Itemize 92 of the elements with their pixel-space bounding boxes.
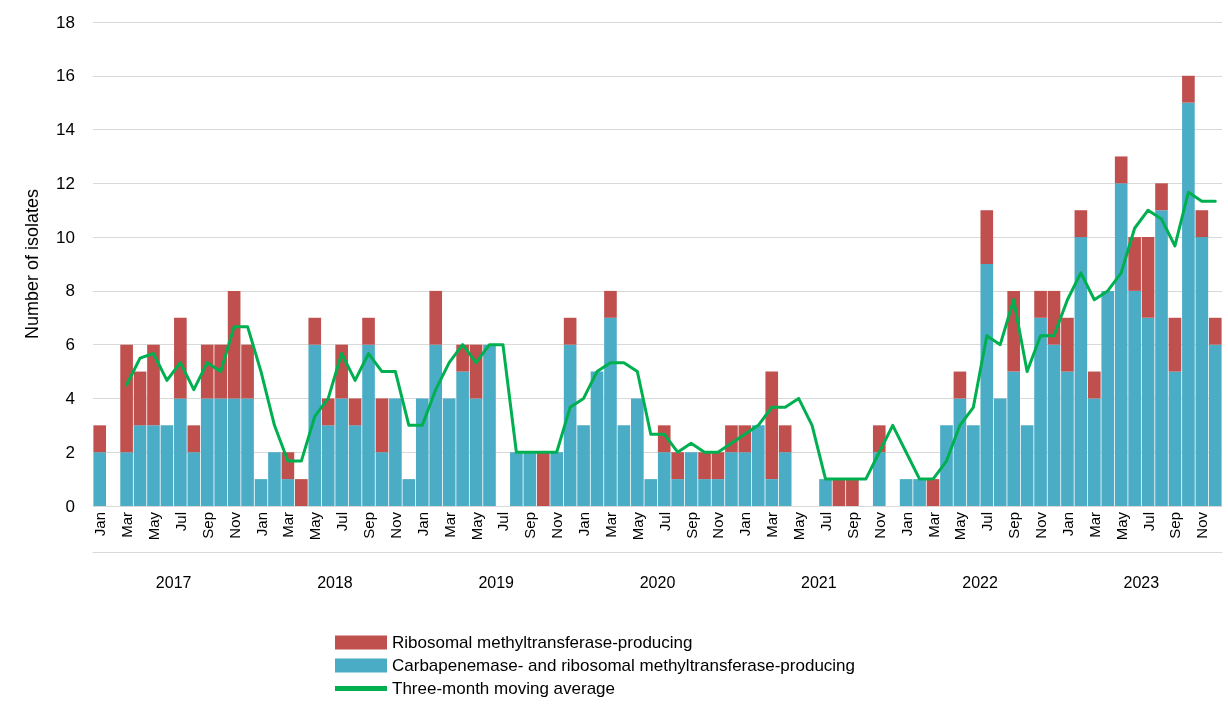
x-tick-label: Sep <box>1166 512 1184 539</box>
y-tick-label: 6 <box>65 335 75 355</box>
x-tick-label: Mar <box>1085 512 1103 538</box>
legend-label: Carbapenemase- and ribosomal methyltransferase-producing <box>392 656 856 675</box>
x-tick-label: Jul <box>655 512 673 532</box>
x-tick-label: May <box>144 511 162 541</box>
x-tick-label: Jan <box>897 512 915 537</box>
x-tick-label: Sep <box>360 512 378 539</box>
x-tick-label: Mar <box>118 512 136 538</box>
text: 2018 <box>317 573 353 591</box>
x-tick-label: Mar <box>924 512 942 538</box>
bar <box>308 317 322 345</box>
x-tick-label: Nov <box>1193 511 1211 539</box>
y-axis-title: Number of isolates <box>22 188 42 340</box>
x-tick-label: Sep <box>1005 512 1023 539</box>
x-tick-label: Sep <box>521 512 539 539</box>
x-tick-label: Nov <box>709 511 727 539</box>
x-tick-label: Nov <box>1032 511 1050 539</box>
bar <box>187 425 201 453</box>
bar <box>1182 75 1195 103</box>
bar <box>563 317 577 345</box>
x-tick-label: Jul <box>171 512 189 532</box>
bar <box>375 398 389 453</box>
bar <box>321 398 335 426</box>
text: 2021 <box>800 573 837 591</box>
x-tick-label: Jul <box>1139 512 1157 532</box>
bar <box>174 317 187 399</box>
x-tick-label: May <box>790 511 808 541</box>
x-tick-label: Jan <box>252 512 270 537</box>
bar <box>1114 156 1128 184</box>
x-tick-label: May <box>628 511 646 541</box>
x-tick-label: Jul <box>494 512 512 532</box>
bar <box>362 317 375 345</box>
y-tick-label: 8 <box>65 281 75 301</box>
x-tick-label: Jan <box>736 512 754 537</box>
x-tick-label: Sep <box>843 512 861 539</box>
x-tick-label: Nov <box>548 511 566 539</box>
x-tick-label: May <box>467 511 485 541</box>
y-tick-label: 18 <box>56 12 75 32</box>
bar <box>1155 183 1168 211</box>
bar <box>1208 317 1222 345</box>
text: 2017 <box>155 573 192 591</box>
x-tick-label: Jan <box>575 512 593 537</box>
x-tick-label: Nov <box>225 511 243 539</box>
bar <box>93 452 107 506</box>
x-tick-label: Sep <box>682 512 700 539</box>
legend-label: Three-month moving average <box>392 679 616 698</box>
x-tick-label: Sep <box>198 512 216 539</box>
line-series <box>125 190 1217 481</box>
bar <box>926 479 940 506</box>
x-tick-label: Jan <box>413 512 431 537</box>
bar <box>872 452 886 506</box>
bar <box>671 452 684 480</box>
bar <box>536 452 550 506</box>
x-tick-label: Jan <box>91 512 109 537</box>
x-tick-label: Nov <box>386 511 404 539</box>
text: 2023 <box>1123 573 1160 591</box>
y-tick-label: 2 <box>65 442 75 462</box>
y-tick-label: 14 <box>56 120 75 140</box>
y-tick-label: 16 <box>56 66 75 86</box>
bar <box>980 210 994 264</box>
y-tick-label: 10 <box>56 227 75 247</box>
legend-label: Ribosomal methyltransferase-producing <box>392 633 693 652</box>
y-tick-label: 12 <box>56 173 75 193</box>
x-tick-label: Jan <box>1058 512 1076 537</box>
y-tick-label: 4 <box>65 388 75 408</box>
x-tick-label: Jul <box>817 512 835 532</box>
x-tick-label: May <box>1112 511 1130 541</box>
x-tick-label: May <box>306 511 324 541</box>
x-tick-label: Mar <box>763 512 781 538</box>
text: 2019 <box>478 573 515 591</box>
bar <box>1195 210 1209 238</box>
bar <box>348 398 362 426</box>
x-tick-label: Jul <box>333 512 351 532</box>
text: 2022 <box>962 573 998 591</box>
bar <box>604 290 617 318</box>
bar <box>953 371 967 399</box>
bar <box>1074 210 1088 238</box>
x-tick-label: Mar <box>440 512 458 538</box>
x-tick-label: Nov <box>870 511 888 539</box>
bar <box>1088 371 1101 399</box>
text: 2020 <box>639 573 676 591</box>
x-tick-label: May <box>951 511 969 541</box>
x-tick-label: Mar <box>279 512 297 538</box>
x-tick-label: Mar <box>601 512 619 538</box>
x-tick-label: Jul <box>978 512 996 532</box>
bar <box>429 290 443 345</box>
bar <box>93 425 107 453</box>
bar <box>1168 317 1182 372</box>
y-tick-label: 0 <box>65 496 75 516</box>
bar <box>819 479 832 506</box>
bar <box>295 479 308 506</box>
